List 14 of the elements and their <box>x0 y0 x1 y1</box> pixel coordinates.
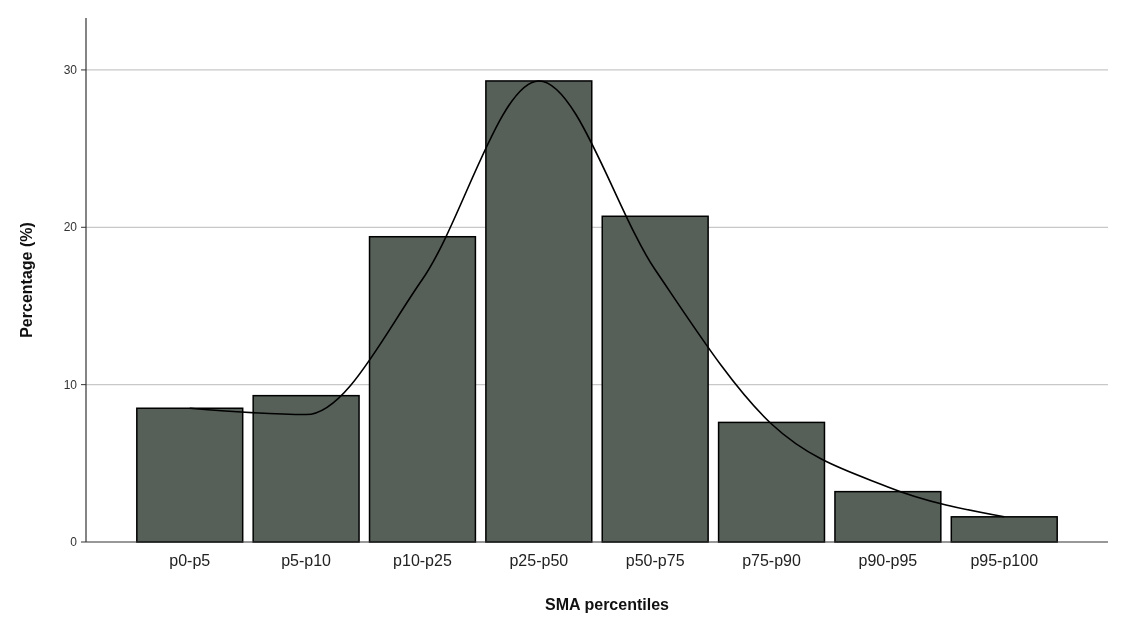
x-axis-title: SMA percentiles <box>545 596 670 613</box>
y-tick-label: 10 <box>63 377 78 392</box>
x-tick-label: p90-p95 <box>858 552 918 569</box>
x-tick-label: p75-p90 <box>742 552 801 569</box>
x-tick-label: p95-p100 <box>970 552 1039 569</box>
x-tick-label: p10-p25 <box>393 552 452 569</box>
y-tick-label: 20 <box>63 220 78 235</box>
y-tick-label: 30 <box>63 63 78 78</box>
x-tick-label: p5-p10 <box>281 552 332 569</box>
y-tick-label: 0 <box>70 535 78 550</box>
x-tick-label: p0-p5 <box>169 552 211 569</box>
y-axis-title: Percentage (%) <box>18 222 35 338</box>
x-tick-label: p50-p75 <box>625 552 685 569</box>
x-tick-label: p25-p50 <box>509 552 569 569</box>
